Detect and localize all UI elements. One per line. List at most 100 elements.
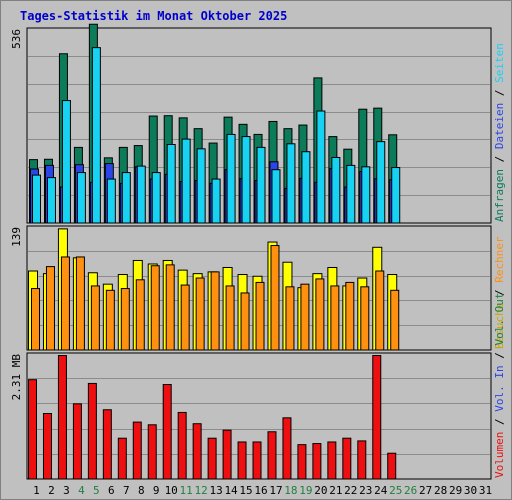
x-tick-label: 1 bbox=[33, 484, 40, 497]
bar-seiten bbox=[226, 133, 236, 224]
x-tick-label: 4 bbox=[78, 484, 85, 497]
bar-seiten bbox=[241, 136, 251, 224]
x-tick-label: 8 bbox=[138, 484, 145, 497]
bar-rechner bbox=[240, 292, 250, 351]
bar-rechner bbox=[225, 285, 235, 351]
bar-seiten bbox=[211, 178, 221, 224]
bar-rechner bbox=[60, 256, 70, 351]
bar-volumen bbox=[342, 437, 352, 480]
x-tick-label: 31 bbox=[479, 484, 492, 497]
bar-seiten bbox=[271, 169, 281, 224]
bar-volumen bbox=[132, 421, 142, 480]
bar-volumen bbox=[117, 437, 127, 480]
legend-label: Rechner bbox=[493, 236, 506, 283]
bar-seiten bbox=[361, 166, 371, 224]
x-tick-label: 19 bbox=[299, 484, 312, 497]
legend-separator: / bbox=[493, 83, 506, 103]
x-tick-label: 24 bbox=[374, 484, 388, 497]
x-tick-label: 30 bbox=[464, 484, 477, 497]
bar-volumen bbox=[72, 403, 82, 480]
bar-volumen bbox=[147, 424, 157, 480]
bar-volumen bbox=[357, 440, 367, 480]
bar-rechner bbox=[210, 271, 220, 351]
bar-seiten bbox=[256, 146, 266, 224]
bar-rechner bbox=[45, 266, 55, 351]
bar-rechner bbox=[31, 288, 40, 351]
x-tick-label: 11 bbox=[180, 484, 193, 497]
bar-rechner bbox=[315, 278, 325, 351]
bar-rechner bbox=[90, 285, 100, 351]
x-tick-label: 17 bbox=[269, 484, 282, 497]
bar-seiten bbox=[61, 100, 71, 224]
bar-rechner bbox=[390, 289, 400, 351]
bar-volumen bbox=[102, 409, 112, 480]
bar-seiten bbox=[331, 156, 341, 224]
bar-volumen bbox=[192, 423, 202, 480]
bar-seiten bbox=[151, 172, 161, 224]
bar-seiten bbox=[166, 144, 176, 224]
x-tick-label: 14 bbox=[224, 484, 238, 497]
bar-volumen bbox=[297, 444, 307, 480]
bar-rechner bbox=[255, 281, 265, 351]
bar-volumen bbox=[252, 441, 262, 480]
x-tick-label: 18 bbox=[284, 484, 297, 497]
bar-rechner bbox=[345, 281, 355, 351]
legend-label: Dateien bbox=[493, 103, 506, 149]
legend-labels-0: Anfragen / Dateien / Seiten bbox=[493, 43, 506, 222]
legend-labels-2: Volumen / Vol. In / Vol. Out bbox=[493, 293, 506, 478]
bar-seiten bbox=[181, 138, 191, 224]
bar-volumen bbox=[282, 417, 292, 480]
bar-rechner bbox=[300, 283, 310, 351]
bar-seiten bbox=[301, 151, 311, 224]
bar-seiten bbox=[32, 174, 41, 224]
x-tick-label: 2 bbox=[48, 484, 55, 497]
bar-rechner bbox=[375, 270, 385, 351]
legend-label: Vol. Out bbox=[493, 293, 506, 346]
bar-seiten bbox=[316, 110, 326, 224]
bar-rechner bbox=[360, 286, 370, 351]
x-tick-label: 28 bbox=[434, 484, 447, 497]
x-tick-label: 7 bbox=[123, 484, 130, 497]
bar-volumen bbox=[267, 431, 277, 480]
bar-seiten bbox=[346, 164, 356, 224]
bar-volumen bbox=[177, 411, 187, 480]
bar-seiten bbox=[196, 148, 206, 224]
bar-volumen bbox=[162, 384, 172, 480]
x-tick-label: 9 bbox=[153, 484, 160, 497]
bar-volumen bbox=[237, 441, 247, 480]
x-tick-label: 3 bbox=[63, 484, 70, 497]
bar-volumen bbox=[207, 437, 217, 480]
legend-labels-1: Besuche / Rechner bbox=[493, 236, 506, 349]
bar-seiten bbox=[121, 172, 131, 224]
bar-volumen bbox=[327, 441, 337, 480]
x-tick-label: 15 bbox=[239, 484, 252, 497]
y-max-label: 139 bbox=[10, 227, 23, 247]
bar-rechner bbox=[285, 286, 295, 351]
legend-separator: / bbox=[493, 412, 506, 432]
x-tick-label: 10 bbox=[165, 484, 178, 497]
bar-rechner bbox=[165, 264, 175, 351]
bar-volumen bbox=[222, 429, 232, 480]
x-tick-label: 21 bbox=[329, 484, 342, 497]
legend-separator: / bbox=[493, 346, 506, 366]
bar-rechner bbox=[195, 277, 205, 351]
x-tick-label: 22 bbox=[344, 484, 357, 497]
bar-rechner bbox=[120, 288, 130, 351]
bar-volumen bbox=[87, 382, 97, 480]
bar-seiten bbox=[46, 177, 56, 224]
x-tick-label: 5 bbox=[93, 484, 100, 497]
bar-volumen bbox=[372, 355, 382, 480]
bar-volumen bbox=[28, 379, 37, 480]
y-max-label: 2.31 MB bbox=[10, 354, 23, 401]
x-tick-label: 23 bbox=[359, 484, 372, 497]
x-tick-label: 6 bbox=[108, 484, 115, 497]
bar-seiten bbox=[286, 143, 296, 224]
x-tick-label: 27 bbox=[419, 484, 432, 497]
x-tick-label: 29 bbox=[449, 484, 462, 497]
legend-label: Besuche bbox=[493, 303, 506, 349]
x-tick-label: 12 bbox=[195, 484, 208, 497]
bar-seiten bbox=[376, 141, 386, 224]
x-tick-label: 16 bbox=[254, 484, 267, 497]
